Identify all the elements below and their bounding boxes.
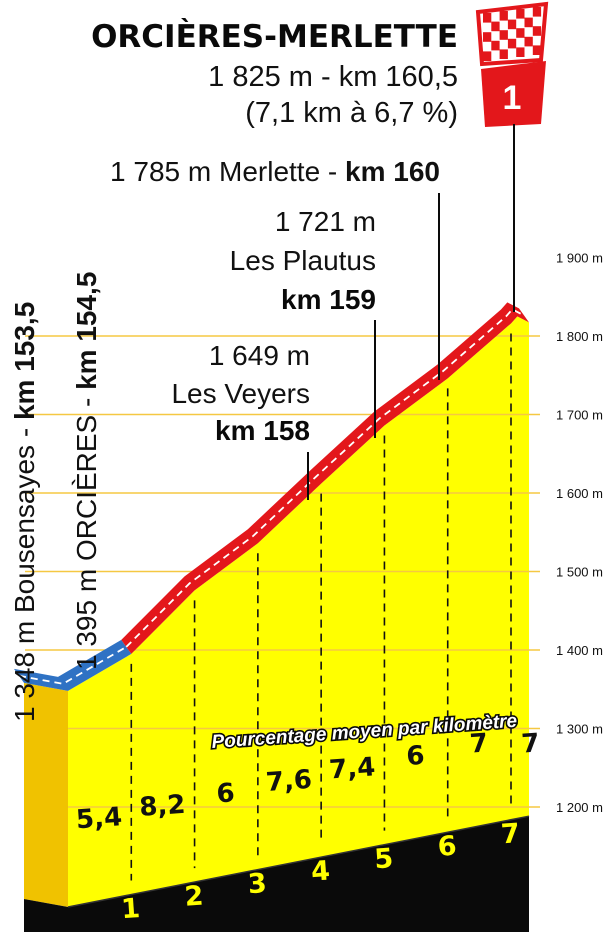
flag-square: [524, 17, 533, 28]
flag-square: [532, 26, 542, 36]
altitude-tick-label: 1 200 m: [556, 800, 603, 815]
bousensayes-altitude: 1 348 m Bousensayes -: [9, 420, 40, 722]
gradient-label: 7,4: [328, 752, 376, 785]
gradient-label: 5,4: [75, 802, 123, 835]
approach-band-centerline: [18, 646, 127, 685]
gradient-label: 7: [520, 728, 540, 759]
profile-side: [24, 682, 68, 907]
altitude-tick-label: 1 700 m: [556, 408, 603, 423]
gradient-label: 6: [216, 778, 236, 809]
annotation-bousensayes: 1 348 m Bousensayes - km 153,5: [9, 302, 40, 722]
gradient-label: 6: [405, 741, 425, 772]
base-band: [24, 816, 529, 932]
altitude-tick-label: 1 400 m: [556, 643, 603, 658]
gradient-label: 7: [469, 728, 489, 759]
veyers-name: Les Veyers: [171, 378, 310, 409]
flag-square: [532, 45, 542, 55]
km-tick-label: 3: [247, 868, 268, 900]
flag-square: [499, 30, 508, 40]
flag-square: [524, 36, 533, 47]
flag-square: [516, 47, 525, 57]
altitude-tick-label: 1 600 m: [556, 486, 603, 501]
plautus-name: Les Plautus: [230, 245, 376, 276]
flag-square: [491, 21, 500, 32]
veyers-km: km 158: [215, 415, 310, 446]
climb-band: [121, 302, 530, 654]
flag-square: [516, 28, 525, 38]
summit-title: ORCIÈRES-MERLETTE: [91, 19, 458, 55]
km-tick-label: 6: [437, 831, 458, 863]
flag-square: [483, 32, 492, 42]
summit-altitude: 1 825 m - km 160,5: [208, 61, 458, 93]
orcieres-km: km 154,5: [71, 272, 102, 390]
veyers-altitude: 1 649 m: [209, 340, 310, 371]
altitude-axis: 1 200 m 1 300 m 1 400 m 1 500 m 1 600 m 1 700…: [556, 251, 603, 816]
base-strip: [24, 815, 530, 932]
km-tick-label: 2: [184, 880, 205, 912]
merlette-altitude: 1 785 m Merlette -: [110, 156, 345, 187]
km-tick-label: 7: [500, 818, 521, 850]
flag-square: [516, 9, 525, 19]
gradient-labels: 5,4 8,2 6 7,6 7,4 6 7 7: [75, 728, 540, 835]
altitude-tick-label: 1 300 m: [556, 722, 603, 737]
altitude-tick-label: 1 500 m: [556, 565, 603, 580]
profile-fill: [68, 316, 529, 907]
flag-square: [499, 49, 508, 59]
bousensayes-km: km 153,5: [9, 302, 40, 420]
flag-square: [532, 7, 542, 17]
km-tick-label: 4: [310, 856, 331, 888]
finish-flag-icon: [475, 1, 549, 67]
km-tick-label: 5: [373, 843, 394, 875]
orcieres-altitude: 1 395 m ORCIÈRES -: [71, 390, 102, 670]
flag-square: [483, 51, 492, 61]
category-label: 1: [503, 79, 522, 117]
merlette-km: km 160: [345, 156, 440, 187]
summit-climb-stats: (7,1 km à 6,7 %): [245, 97, 458, 129]
approach-band: [14, 639, 132, 691]
plautus-km: km 159: [281, 284, 376, 315]
flag-square: [499, 11, 508, 21]
flag-square: [507, 19, 517, 30]
gradient-label: 7,6: [265, 765, 313, 798]
km-tick-label: 1: [120, 893, 141, 925]
climb-band-centerline: [125, 308, 525, 648]
plautus-altitude: 1 721 m: [275, 206, 376, 237]
category-flag: 1: [481, 61, 546, 127]
altitude-tick-label: 1 800 m: [556, 329, 603, 344]
altitude-tick-label: 1 900 m: [556, 251, 603, 266]
flag-square: [491, 40, 500, 51]
gradient-label: 8,2: [138, 790, 186, 823]
base-edge: [67, 815, 530, 908]
flag-square: [507, 38, 517, 49]
flag-square: [483, 13, 492, 23]
annotation-merlette: 1 785 m Merlette - km 160: [110, 156, 440, 187]
km-axis: 1 2 3 4 5 6 7: [120, 818, 521, 925]
annotation-orcieres: 1 395 m ORCIÈRES - km 154,5: [71, 272, 102, 670]
